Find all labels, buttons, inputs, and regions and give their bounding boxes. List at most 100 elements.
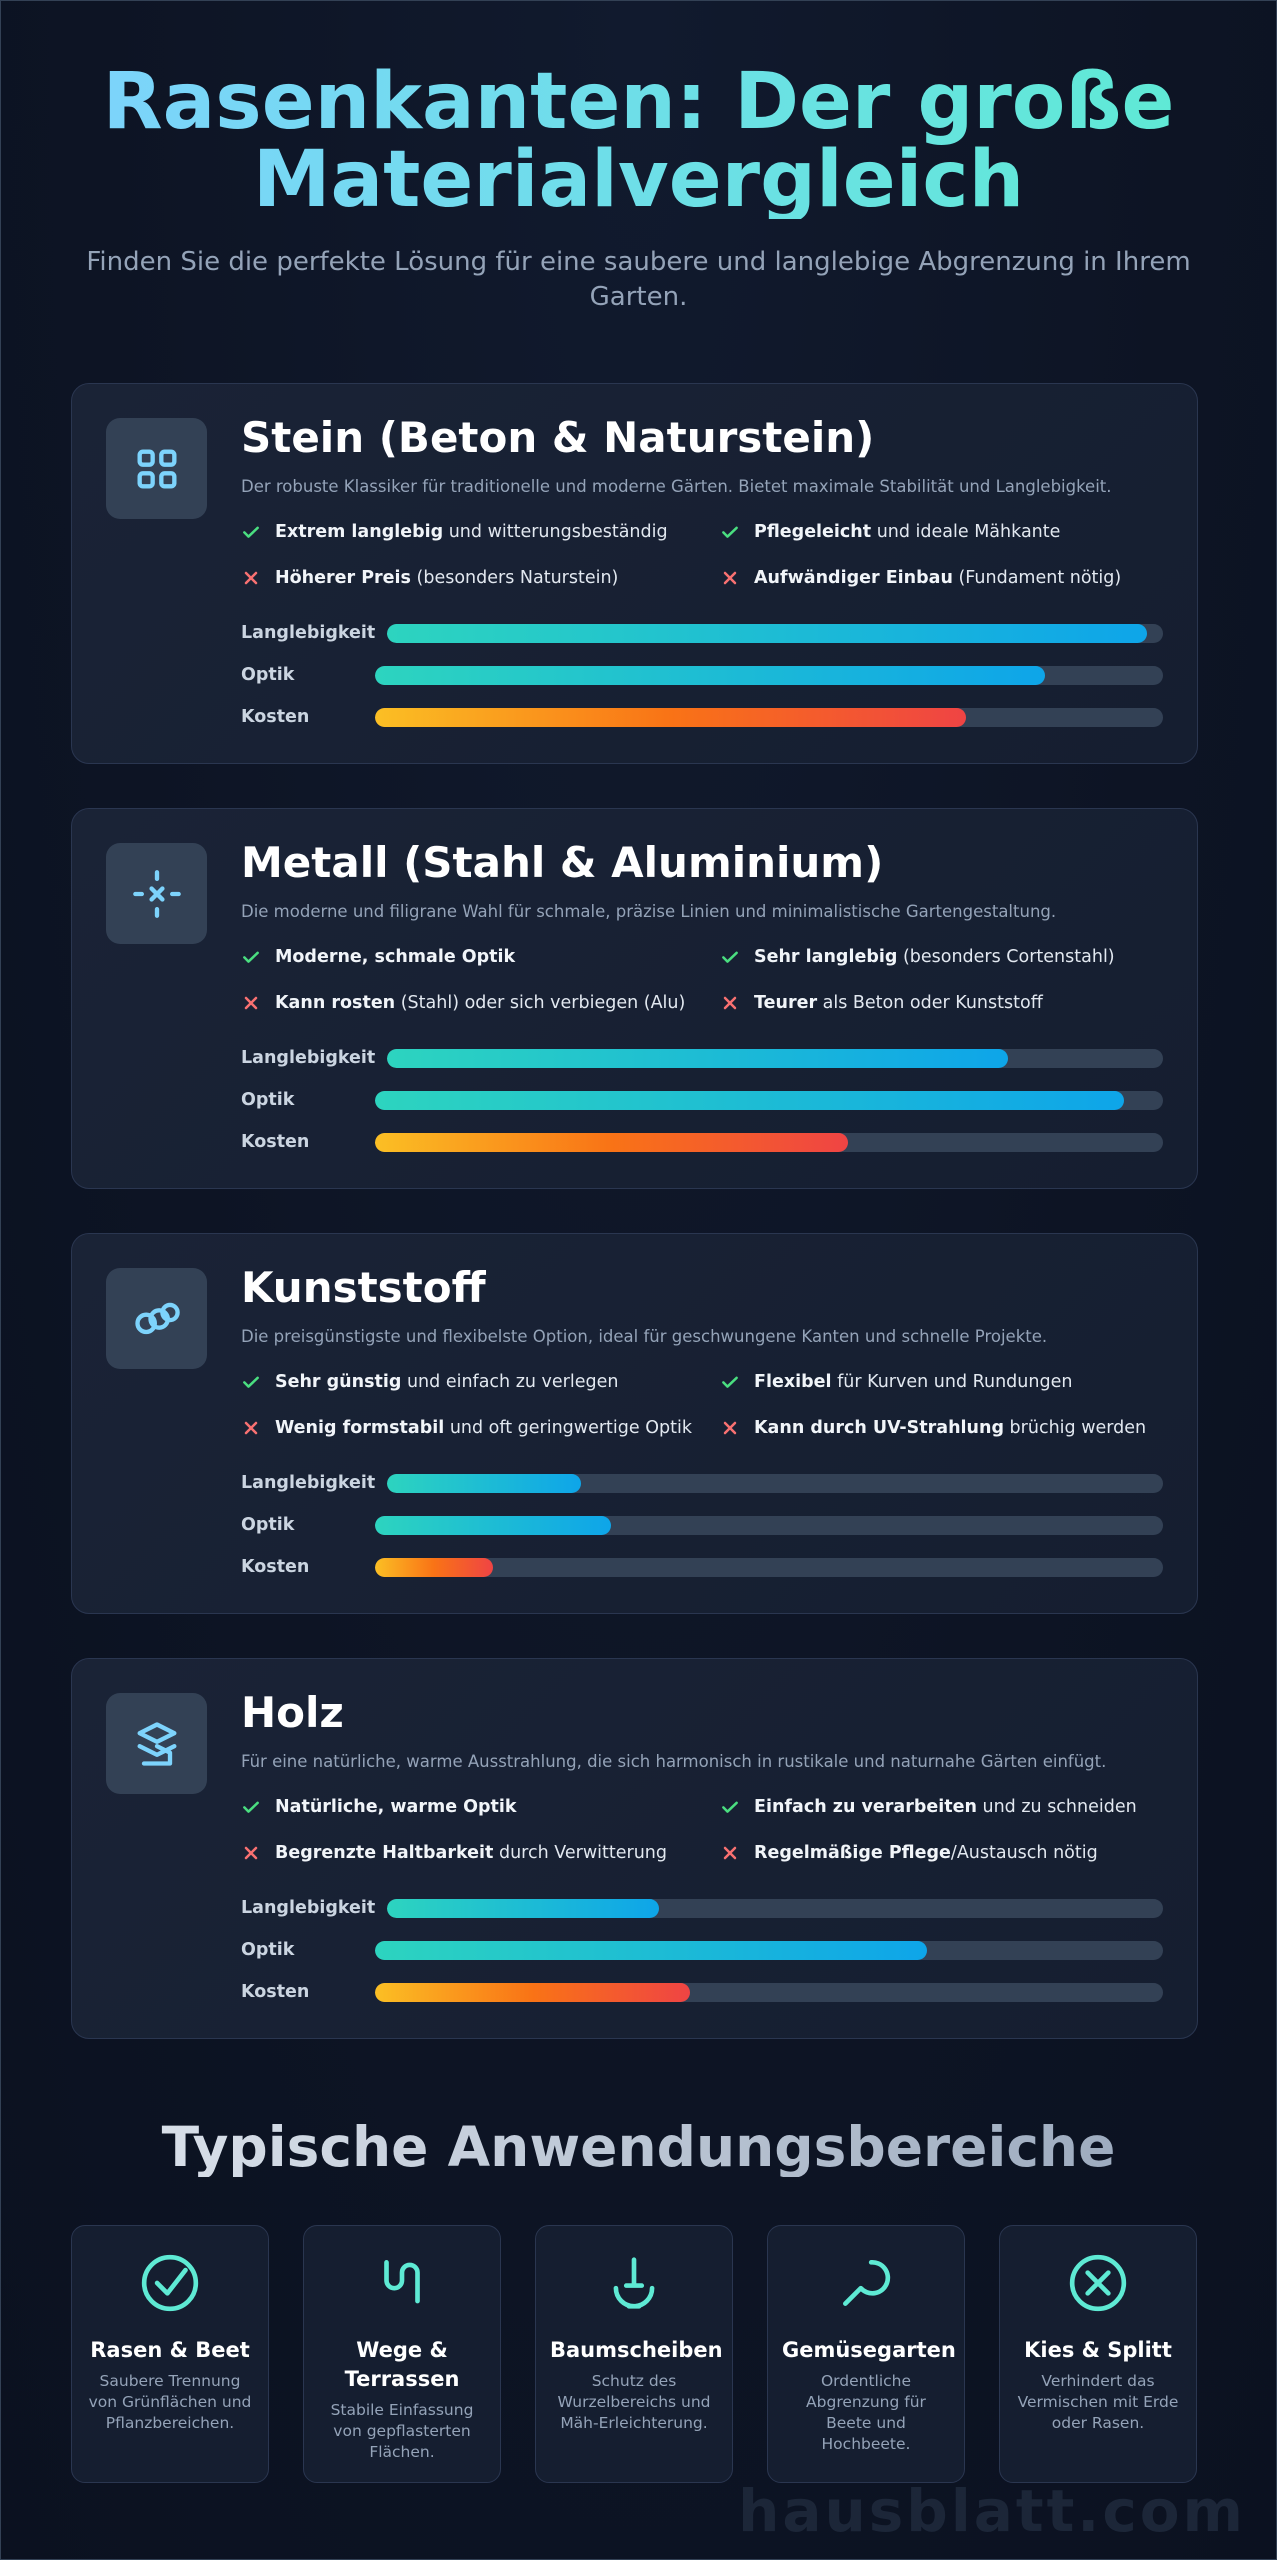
rating-track [375, 1557, 1163, 1577]
material-card: Kunststoff Die preisgünstigste und flexib… [71, 1233, 1198, 1614]
rating-label: Langlebigkeit [241, 1048, 376, 1068]
icon-graphic [137, 1721, 176, 1766]
con-item: Regelmäßige Pflege/Austausch nötig [720, 1841, 1163, 1865]
item-text: Moderne, schmale Optik [275, 945, 515, 969]
rating-row: Optik [241, 654, 1163, 696]
item-text: Extrem langlebig und witterungsbeständig [275, 520, 668, 544]
pro-item: Sehr günstig und einfach zu verlegen [241, 1370, 720, 1394]
pro-item: Pflegeleicht und ideale Mähkante [720, 520, 1163, 544]
rating-bar [387, 623, 1148, 643]
item-bold: Flexibel [754, 1372, 832, 1392]
check-icon [722, 1801, 738, 1813]
item-bold: Kann durch UV-Strahlung [754, 1418, 1004, 1438]
rating-track [387, 1898, 1163, 1918]
rating-label: Optik [241, 665, 295, 685]
cross-icon [244, 571, 258, 585]
item-bold: Wenig formstabil [275, 1418, 445, 1438]
item-text: Flexibel für Kurven und Rundungen [754, 1370, 1072, 1394]
item-rest: durch Verwitterung [493, 1843, 667, 1863]
card-content: Kunststoff Die preisgünstigste und flexib… [241, 1264, 1163, 1588]
ratings: Langlebigkeit Optik Kosten [241, 1887, 1163, 2013]
application-card: Baumscheiben Schutz des Wurzelbereichs un… [535, 2225, 733, 2483]
pros-cons: Extrem langlebig und witterungsbeständig… [241, 520, 1163, 590]
item-text: Natürliche, warme Optik [275, 1795, 517, 1819]
rating-label: Kosten [241, 1982, 310, 2002]
item-text: Wenig formstabil und oft geringwertige O… [275, 1416, 692, 1440]
material-card: Metall (Stahl & Aluminium) Die moderne un… [71, 808, 1198, 1189]
check-icon [722, 526, 738, 538]
item-rest: für Kurven und Rundungen [831, 1372, 1073, 1392]
item-bold: Höherer Preis [275, 568, 411, 588]
con-item: Teurer als Beton oder Kunststoff [720, 991, 1163, 1015]
application-icon [843, 2260, 891, 2306]
material-title: Kunststoff [241, 1263, 486, 1312]
material-icon [106, 1693, 207, 1794]
con-item: Höherer Preis (besonders Naturstein) [241, 566, 720, 590]
rating-bar [375, 1982, 691, 2002]
application-title: Wege & Terrassen [344, 2338, 460, 2391]
icon-graphic [137, 449, 176, 488]
cross-icon [723, 1846, 737, 1860]
item-bold: Aufwändiger Einbau [754, 568, 953, 588]
pros-cons: Moderne, schmale Optik Sehr langlebig (be… [241, 945, 1163, 1015]
item-text: Aufwändiger Einbau (Fundament nötig) [754, 566, 1121, 590]
check-icon [722, 1376, 738, 1388]
rating-track [387, 623, 1163, 643]
material-icon [106, 418, 207, 519]
rating-bar [387, 1473, 582, 1493]
item-rest: und witterungsbeständig [443, 522, 668, 542]
item-rest: (besonders Cortenstahl) [897, 947, 1115, 967]
rating-label: Kosten [241, 1557, 310, 1577]
application-icon [384, 2260, 420, 2304]
rating-label: Langlebigkeit [241, 1473, 376, 1493]
rating-bar [375, 1557, 494, 1577]
rating-row: Langlebigkeit [241, 612, 1163, 654]
cross-icon [723, 996, 737, 1010]
material-description: Die moderne und filigrane Wahl für schma… [241, 902, 1057, 921]
pros-cons: Sehr günstig und einfach zu verlegen Flex… [241, 1370, 1163, 1440]
application-card: Rasen & Beet Saubere Trennung von Grünflä… [71, 2225, 269, 2483]
con-item: Kann rosten (Stahl) oder sich verbiegen … [241, 991, 720, 1015]
rating-track [375, 665, 1163, 685]
item-text: Pflegeleicht und ideale Mähkante [754, 520, 1060, 544]
rating-label: Optik [241, 1515, 295, 1535]
rating-row: Optik [241, 1079, 1163, 1121]
application-title: Gemüsegarten [782, 2338, 956, 2362]
rating-bar [387, 1048, 1008, 1068]
check-icon [243, 526, 259, 538]
rating-bar [375, 1940, 927, 1960]
application-icon [613, 2257, 655, 2309]
item-text: Einfach zu verarbeiten und zu schneiden [754, 1795, 1137, 1819]
item-bold: Kann rosten [275, 993, 396, 1013]
rating-row: Langlebigkeit [241, 1037, 1163, 1079]
rating-track [387, 1048, 1163, 1068]
icon-graphic [132, 869, 181, 918]
page-subtitle: Finden Sie die perfekte Lösung für eine … [86, 247, 1191, 312]
material-icon [106, 1268, 207, 1369]
item-text: Kann rosten (Stahl) oder sich verbiegen … [275, 991, 685, 1015]
application-title: Kies & Splitt [1024, 2338, 1172, 2362]
con-item: Wenig formstabil und oft geringwertige O… [241, 1416, 720, 1440]
application-icon [1069, 2254, 1127, 2312]
rating-row: Optik [241, 1504, 1163, 1546]
check-icon [243, 1801, 259, 1813]
cross-icon [723, 1421, 737, 1435]
rating-bar [375, 1132, 848, 1152]
material-title: Metall (Stahl & Aluminium) [241, 838, 884, 887]
application-card: Kies & Splitt Verhindert das Vermischen m… [999, 2225, 1197, 2483]
rating-row: Langlebigkeit [241, 1887, 1163, 1929]
item-rest: brüchig werden [1003, 1418, 1147, 1438]
ratings: Langlebigkeit Optik Kosten [241, 612, 1163, 738]
material-description: Die preisgünstigste und flexibelste Opti… [241, 1327, 1048, 1346]
item-bold: Sehr günstig [275, 1372, 402, 1392]
check-icon [243, 951, 259, 963]
application-card: Wege & Terrassen Stabile Einfassung von g… [303, 2225, 501, 2483]
material-title: Stein (Beton & Naturstein) [241, 413, 875, 462]
material-card: Stein (Beton & Naturstein) Der robuste Kl… [71, 383, 1198, 764]
pro-item: Moderne, schmale Optik [241, 945, 720, 969]
rating-label: Langlebigkeit [241, 1898, 376, 1918]
application-title: Baumscheiben [550, 2338, 723, 2362]
card-content: Holz Für eine natürliche, warme Ausstrahl… [241, 1689, 1163, 2013]
pro-item: Flexibel für Kurven und Rundungen [720, 1370, 1163, 1394]
